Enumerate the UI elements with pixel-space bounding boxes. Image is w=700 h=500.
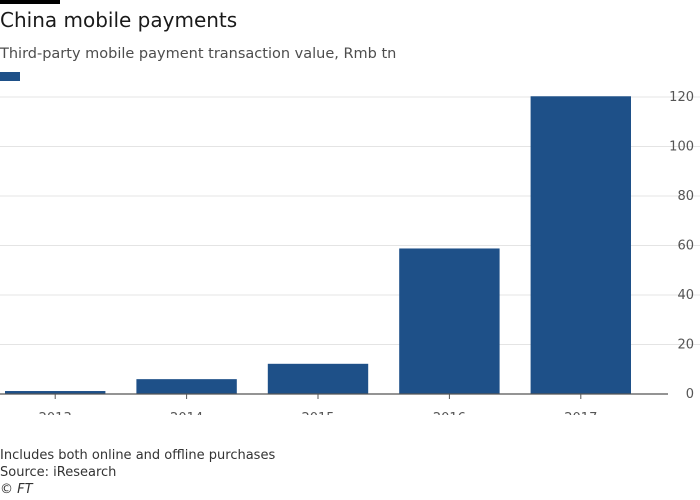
top-rule — [0, 0, 60, 4]
copyright-note: © FT — [0, 482, 33, 497]
y-tick-label: 80 — [677, 189, 694, 204]
bar-2013 — [5, 391, 106, 394]
x-tick-label: 2016 — [433, 411, 466, 415]
x-tick-label: 2015 — [301, 411, 334, 415]
x-tick-label: 2017 — [564, 411, 597, 415]
y-tick-label: 0 — [686, 387, 694, 402]
y-tick-label: 20 — [677, 338, 694, 353]
chart-subtitle: Third-party mobile payment transaction v… — [0, 46, 397, 62]
x-tick-label: 2013 — [39, 411, 72, 415]
bar-chart: 0 20 40 60 80 100 120 2013 2014 2015 2016 2017 — [0, 90, 700, 415]
y-tick-label: 120 — [669, 90, 694, 105]
bar-2014 — [136, 379, 237, 394]
bar-2017 — [530, 96, 631, 394]
footnote: Includes both online and offline purchas… — [0, 448, 276, 463]
bar-2015 — [267, 363, 369, 394]
x-tick-label: 2014 — [170, 411, 203, 415]
legend-swatch — [0, 72, 20, 81]
bar-2016 — [399, 248, 500, 394]
y-tick-label: 100 — [669, 140, 694, 155]
chart-title: China mobile payments — [0, 8, 238, 32]
y-tick-label: 40 — [677, 288, 694, 303]
y-tick-label: 60 — [677, 239, 694, 254]
source-note: Source: iResearch — [0, 465, 117, 480]
